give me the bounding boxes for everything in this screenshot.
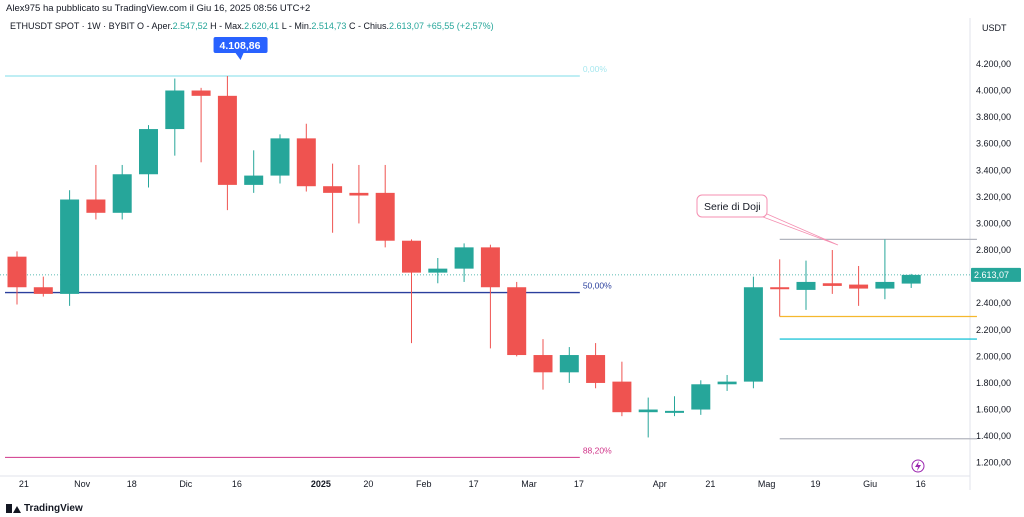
candle-body[interactable] bbox=[849, 284, 869, 289]
candle-body[interactable] bbox=[165, 90, 185, 130]
x-tick-label: 19 bbox=[811, 479, 821, 489]
change-value: +65,55 (+2,57%) bbox=[426, 21, 494, 31]
x-tick-label: 21 bbox=[705, 479, 715, 489]
close-label: C - Chius. bbox=[348, 21, 389, 31]
y-tick-label: 4.000,00 bbox=[976, 86, 1011, 96]
lightning-glyph-icon bbox=[915, 461, 921, 471]
candle-body[interactable] bbox=[586, 355, 606, 383]
candle-body[interactable] bbox=[139, 129, 158, 175]
y-tick-label: 3.200,00 bbox=[976, 192, 1011, 202]
candle-body[interactable] bbox=[507, 287, 527, 356]
candle-body[interactable] bbox=[112, 174, 132, 213]
low-label: L - Min. bbox=[281, 21, 312, 31]
x-tick-label: 2025 bbox=[311, 479, 331, 489]
candle-body[interactable] bbox=[428, 268, 448, 273]
y-tick-label: 2.800,00 bbox=[976, 245, 1011, 255]
high-label: H - Max. bbox=[210, 21, 245, 31]
open-label: O - Aper. bbox=[137, 21, 173, 31]
x-tick-label: Mar bbox=[521, 479, 537, 489]
y-tick-label: 1.200,00 bbox=[976, 458, 1011, 468]
y-tick-label: 2.000,00 bbox=[976, 351, 1011, 361]
high-callout-pointer bbox=[235, 53, 244, 60]
candle-body[interactable] bbox=[402, 240, 421, 273]
y-tick-label: 1.800,00 bbox=[976, 378, 1011, 388]
candle-body[interactable] bbox=[323, 186, 343, 193]
candle-body[interactable] bbox=[86, 199, 106, 213]
candle-body[interactable] bbox=[901, 274, 921, 284]
x-tick-label: Dic bbox=[179, 479, 192, 489]
candle-body[interactable] bbox=[612, 381, 632, 413]
candle-body[interactable] bbox=[717, 381, 737, 385]
fib-level-label: 0,00% bbox=[583, 64, 608, 74]
y-tick-label: 3.400,00 bbox=[976, 165, 1011, 175]
candle-body[interactable] bbox=[559, 355, 579, 373]
fib-level-label: 50,00% bbox=[583, 281, 612, 291]
x-tick-label: 17 bbox=[574, 479, 584, 489]
y-tick-label: 3.000,00 bbox=[976, 218, 1011, 228]
y-tick-label: 4.200,00 bbox=[976, 59, 1011, 69]
last-price-value: 2.613,07 bbox=[974, 270, 1009, 280]
candle-body[interactable] bbox=[665, 410, 684, 413]
candle-body[interactable] bbox=[638, 409, 658, 413]
fib-level-label: 88,20% bbox=[583, 445, 612, 455]
tradingview-logo-icon bbox=[6, 504, 21, 513]
x-tick-label: Nov bbox=[74, 479, 91, 489]
last-price-tag bbox=[971, 267, 1021, 282]
candle-body[interactable] bbox=[796, 281, 816, 290]
symbol-label[interactable]: ETHUSDT SPOT · 1W · BYBIT bbox=[10, 21, 135, 31]
lightning-icon[interactable] bbox=[911, 459, 925, 473]
y-tick-label: 1.400,00 bbox=[976, 431, 1011, 441]
candle-body[interactable] bbox=[770, 287, 790, 290]
brand-name: TradingView bbox=[24, 503, 83, 514]
annotation-pointer bbox=[762, 213, 839, 246]
candle-body[interactable] bbox=[191, 90, 211, 96]
x-tick-label: Mag bbox=[758, 479, 776, 489]
low-value: 2.514,73 bbox=[311, 21, 347, 31]
candle-body[interactable] bbox=[296, 138, 316, 187]
y-tick-label: 2.400,00 bbox=[976, 298, 1011, 308]
candle-body[interactable] bbox=[244, 175, 264, 185]
currency-label: USDT bbox=[982, 23, 1007, 33]
x-tick-label: 21 bbox=[19, 479, 29, 489]
x-tick-label: Feb bbox=[416, 479, 432, 489]
high-callout-box[interactable] bbox=[213, 37, 268, 53]
candle-body[interactable] bbox=[33, 287, 53, 294]
candle-body[interactable] bbox=[349, 192, 369, 196]
ohlc-legend: ETHUSDT SPOT · 1W · BYBIT O - Aper.2.547… bbox=[10, 21, 494, 31]
high-value: 2.620,41 bbox=[244, 21, 280, 31]
y-tick-label: 1.600,00 bbox=[976, 405, 1011, 415]
y-tick-label: 3.600,00 bbox=[976, 139, 1011, 149]
candle-body[interactable] bbox=[454, 247, 474, 269]
x-tick-label: 17 bbox=[469, 479, 479, 489]
x-tick-label: 18 bbox=[127, 479, 137, 489]
candle-body[interactable] bbox=[691, 384, 711, 410]
candle-body[interactable] bbox=[875, 281, 895, 289]
candle-body[interactable] bbox=[7, 256, 27, 288]
candle-body[interactable] bbox=[533, 355, 553, 373]
y-tick-label: 2.200,00 bbox=[976, 325, 1011, 335]
candle-body[interactable] bbox=[480, 247, 500, 288]
y-tick-label: 3.800,00 bbox=[976, 112, 1011, 122]
candle-body[interactable] bbox=[743, 287, 763, 382]
x-tick-label: 16 bbox=[916, 479, 926, 489]
high-callout-label: 4.108,86 bbox=[220, 40, 261, 52]
x-tick-label: 20 bbox=[363, 479, 373, 489]
candle-body[interactable] bbox=[217, 95, 237, 185]
footer-brand[interactable]: TradingView bbox=[6, 503, 83, 514]
open-value: 2.547,52 bbox=[172, 21, 208, 31]
candle-body[interactable] bbox=[822, 283, 842, 286]
publisher-line: Alex975 ha pubblicato su TradingView.com… bbox=[6, 3, 311, 14]
annotation-text: Serie di Doji bbox=[704, 201, 761, 213]
close-value: 2.613,07 bbox=[388, 21, 425, 31]
annotation-box[interactable] bbox=[696, 194, 768, 218]
x-tick-label: Apr bbox=[653, 479, 667, 489]
x-tick-label: 16 bbox=[232, 479, 242, 489]
candle-body[interactable] bbox=[270, 138, 290, 176]
candle-body[interactable] bbox=[60, 199, 80, 294]
candle-body[interactable] bbox=[375, 192, 395, 241]
x-tick-label: Giu bbox=[863, 479, 877, 489]
